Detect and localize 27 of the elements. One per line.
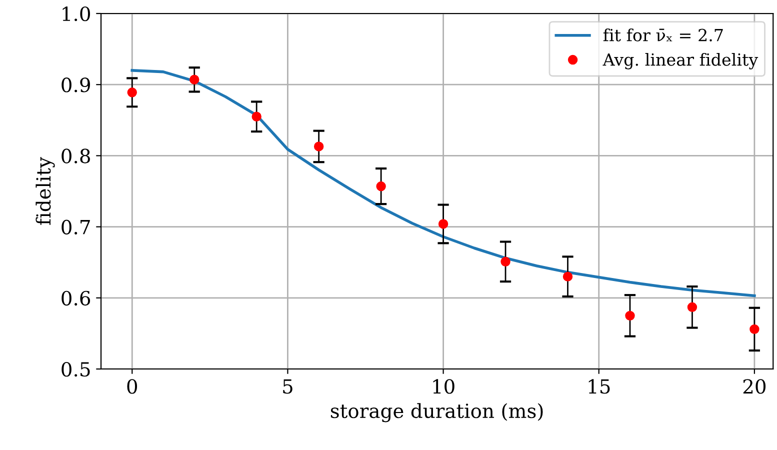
point (750, 324, 760, 334)
y-tick-label: 0.8 (62, 148, 90, 164)
x-tick-label: 15 (588, 379, 610, 394)
legend-label: fit for ν̄ₓ = 2.7 (603, 28, 723, 42)
point (127, 88, 137, 98)
point (189, 74, 200, 84)
point (376, 181, 386, 192)
point (314, 142, 324, 152)
line-series (130, 68, 756, 298)
point (687, 302, 698, 312)
point (438, 219, 448, 229)
x-tick-label: 0 (127, 379, 138, 394)
point (500, 256, 510, 266)
y-axis-title: fidelity (36, 157, 55, 225)
x-tick-label: 20 (743, 379, 766, 394)
point (562, 272, 573, 282)
y-tick-label: 0.5 (62, 362, 90, 377)
x-tick-label: 10 (433, 379, 454, 394)
x-axis-title: storage duration (ms) (330, 403, 543, 422)
y-tick-label: 0.7 (62, 220, 90, 234)
y-tick-label: 1.0 (62, 6, 90, 22)
y-tick-label: 0.9 (62, 78, 90, 92)
point (625, 310, 635, 321)
point (252, 112, 262, 122)
legend-label: Avg. linear fidelity (602, 52, 758, 70)
x-tick-label: 5 (283, 379, 292, 394)
y-tick-label: 0.6 (62, 290, 90, 306)
